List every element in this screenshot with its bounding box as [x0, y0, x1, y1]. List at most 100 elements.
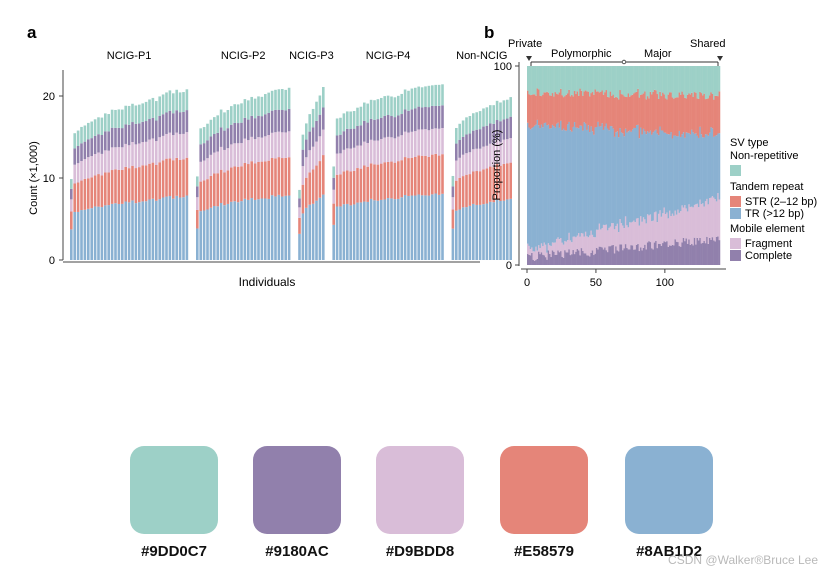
bar-b-129-1: [704, 201, 707, 244]
bar-b-21-4: [555, 66, 558, 94]
bar-b-67-1: [619, 219, 621, 245]
bar-b-73-3: [627, 93, 630, 132]
bar-b-39-2: [580, 125, 583, 234]
bar-b-58-2: [606, 128, 609, 231]
bar-b-79-3: [635, 91, 638, 126]
bar-b-95-4: [657, 66, 660, 99]
bar-b-123-0: [696, 237, 699, 265]
bar-b-88-4: [648, 66, 650, 99]
bar-a-0-9-1: [100, 175, 104, 208]
bar-a-2-1-1: [301, 184, 305, 214]
bar-a-3-17-0: [390, 198, 393, 260]
bar-b-100-3: [664, 98, 667, 133]
bar-b-18-4: [551, 66, 554, 94]
bar-a-2-0-0: [298, 233, 301, 260]
bar-b-11-0: [542, 254, 544, 265]
bar-a-0-13-4: [114, 109, 117, 128]
bar-b-115-0: [685, 238, 688, 265]
bar-b-9-0: [539, 254, 542, 265]
bar-a-4-15-3: [502, 119, 506, 140]
bar-b-58-3: [606, 96, 609, 129]
group-label-3: NCIG-P4: [366, 50, 411, 62]
bar-b-129-4: [704, 66, 707, 100]
bar-b-121-0: [693, 237, 696, 265]
bar-b-34-1: [573, 236, 576, 255]
bar-a-4-14-2: [499, 142, 502, 166]
bar-b-12-1: [543, 242, 546, 256]
bar-a-2-4-0: [311, 203, 315, 260]
bar-a-3-30-1: [434, 153, 437, 194]
bar-a-0-25-0: [155, 200, 158, 260]
bar-a-1-0-0: [196, 228, 199, 260]
legend-swatch-str: [730, 196, 741, 207]
bar-b-43-2: [586, 129, 588, 237]
bar-a-3-18-1: [393, 162, 397, 200]
bar-a-0-18-2: [131, 142, 134, 166]
bar-b-129-2: [704, 134, 707, 202]
bar-b-20-2: [554, 127, 557, 243]
bar-a-0-18-3: [131, 122, 134, 142]
bar-a-3-28-3: [427, 107, 431, 131]
bar-b-96-2: [659, 126, 661, 211]
bar-b-120-3: [692, 97, 695, 133]
bar-a-4-11-2: [489, 143, 492, 167]
bar-a-0-0-0: [70, 229, 73, 260]
bar-a-0-22-3: [144, 121, 148, 142]
bar-a-0-17-4: [127, 105, 131, 125]
bar-b-26-2: [562, 128, 565, 245]
bar-a-3-6-3: [352, 128, 356, 148]
bar-b-104-1: [670, 216, 672, 246]
bar-a-0-19-0: [134, 203, 138, 260]
bar-b-53-3: [600, 92, 602, 127]
bar-b-97-2: [660, 130, 663, 217]
bar-b-5-4: [533, 66, 536, 95]
bar-a-1-1-4: [199, 128, 202, 145]
b-xtick-label-2: 100: [656, 277, 674, 289]
bar-b-55-1: [602, 224, 605, 250]
bar-b-89-4: [649, 66, 652, 92]
bar-a-3-5-4: [349, 111, 352, 129]
bar-a-1-25-2: [281, 132, 284, 159]
bar-a-1-10-0: [230, 201, 233, 260]
bar-b-87-1: [646, 214, 649, 243]
bar-b-81-0: [638, 251, 641, 265]
bar-b-51-3: [597, 91, 599, 122]
bar-b-139-2: [718, 133, 721, 200]
palette-row: #9DD0C7 #9180AC #D9BDD8 #E58579 #8AB1D2: [0, 440, 834, 575]
b-xtick-label-0: 0: [524, 277, 530, 289]
bar-a-3-32-3: [441, 105, 444, 128]
bar-b-58-1: [606, 230, 609, 253]
bar-a-0-34-3: [185, 110, 189, 133]
bar-b-102-1: [667, 218, 670, 247]
bar-b-98-1: [662, 213, 664, 244]
bar-a-1-5-1: [213, 173, 216, 206]
bar-b-42-2: [584, 123, 587, 232]
bar-b-29-2: [566, 124, 569, 241]
bar-b-14-2: [546, 125, 548, 253]
a-ytick-label-1: 10: [43, 173, 55, 185]
bar-b-119-4: [691, 66, 693, 93]
bar-b-23-0: [558, 252, 561, 265]
bar-b-2-3: [529, 95, 532, 130]
bar-a-4-16-1: [506, 163, 509, 200]
bar-b-5-3: [533, 94, 536, 126]
bar-b-107-4: [674, 66, 677, 98]
bar-a-1-2-4: [202, 127, 206, 144]
bar-b-117-2: [688, 133, 690, 205]
bar-a-3-17-4: [390, 96, 393, 117]
bar-a-0-4-2: [83, 159, 87, 179]
bar-b-34-0: [573, 254, 576, 265]
bar-b-82-4: [640, 66, 642, 95]
bar-b-16-3: [549, 95, 551, 129]
bar-a-1-22-1: [270, 157, 274, 196]
bar-b-101-4: [666, 66, 668, 100]
bar-b-128-0: [703, 241, 706, 265]
bar-a-4-0-0: [451, 228, 455, 260]
bar-b-100-0: [664, 242, 667, 265]
bar-b-75-4: [630, 66, 633, 96]
bar-b-60-0: [609, 246, 612, 265]
bar-b-113-2: [682, 132, 685, 208]
bar-b-20-3: [554, 92, 557, 128]
bar-a-0-6-1: [90, 177, 93, 209]
bar-b-0-3: [527, 90, 529, 123]
